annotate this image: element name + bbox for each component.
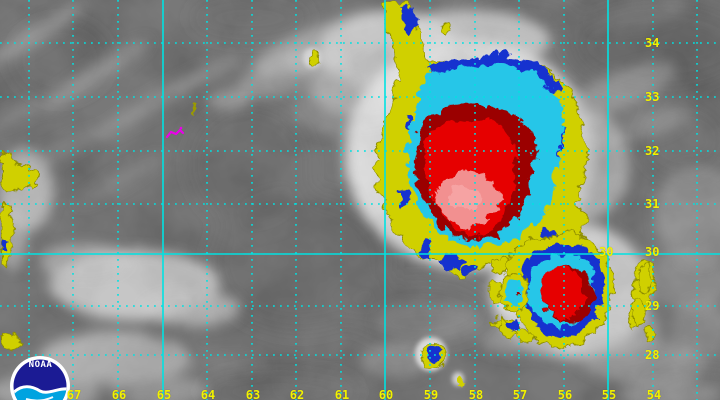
- lon-label-59: 59: [423, 388, 439, 400]
- noaa-logo-text: NOAA: [28, 360, 53, 370]
- lon-label-66: 66: [111, 388, 127, 400]
- lon-label-57: 57: [512, 388, 528, 400]
- lon-label-67: 67: [66, 388, 82, 400]
- lon-label-60: 60: [378, 388, 394, 400]
- lon-label-54: 54: [646, 388, 662, 400]
- small-cold-cloud-features: [0, 51, 651, 384]
- lat-label-31: 31: [645, 197, 660, 211]
- lon-label-55: 55: [601, 388, 617, 400]
- lon-label-63: 63: [245, 388, 261, 400]
- lat-label-29: 29: [645, 299, 660, 313]
- lon-label-65: 65: [156, 388, 172, 400]
- lat-label-28: 28: [645, 348, 660, 362]
- lat-label-30-duplicate: 30: [599, 245, 614, 259]
- noaa-logo: [10, 356, 70, 400]
- lat-label-34: 34: [645, 36, 660, 50]
- lon-label-61: 61: [334, 388, 350, 400]
- bermuda-outline: [165, 126, 185, 139]
- lon-label-56: 56: [557, 388, 573, 400]
- lon-label-58: 58: [468, 388, 484, 400]
- lon-label-62: 62: [289, 388, 305, 400]
- lat-label-30: 30: [645, 245, 660, 259]
- lat-label-32: 32: [645, 144, 660, 158]
- lon-label-64: 64: [200, 388, 216, 400]
- lat-label-33: 33: [645, 90, 660, 104]
